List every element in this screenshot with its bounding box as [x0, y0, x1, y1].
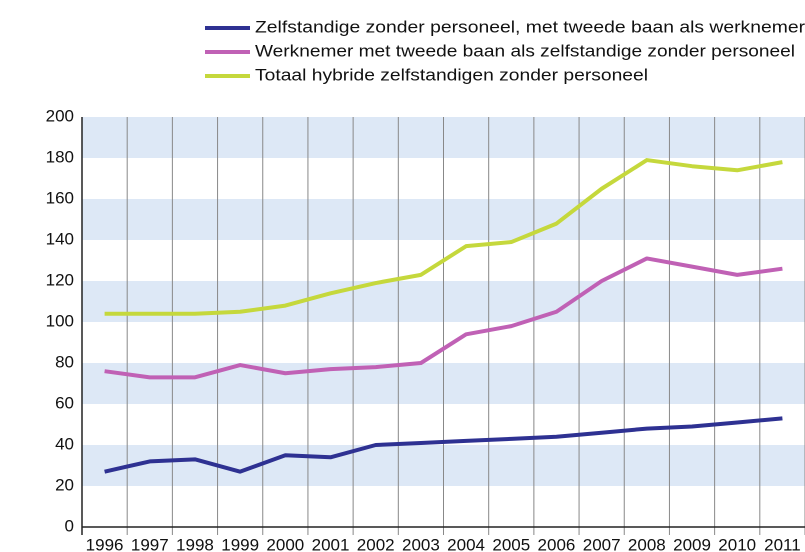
y-tick-label: 160 [46, 188, 74, 207]
x-tick-label: 2009 [673, 535, 711, 552]
legend-label: Werknemer met tweede baan als zelfstandi… [255, 41, 795, 60]
y-tick-label: 60 [55, 393, 74, 412]
legend-label: Zelfstandige zonder personeel, met tweed… [255, 17, 805, 36]
y-tick-label: 200 [46, 106, 74, 125]
series-line [104, 256, 783, 380]
x-tick-label: 1998 [176, 535, 214, 552]
x-tick-label: 2002 [357, 535, 395, 552]
x-tick-label: 2005 [492, 535, 530, 552]
x-tick-label: 2010 [718, 535, 756, 552]
y-tick-label: 120 [46, 270, 74, 289]
x-tick-label: 2007 [583, 535, 621, 552]
y-tick-label: 80 [55, 352, 74, 371]
x-tick-label: 1996 [86, 535, 124, 552]
x-tick-label: 2004 [447, 535, 485, 552]
x-tick-label: 2003 [402, 535, 440, 552]
y-tick-label: 180 [46, 147, 74, 166]
y-tick-label: 100 [46, 311, 74, 330]
x-tick-label: 1997 [131, 535, 169, 552]
x-tick-label: 2000 [266, 535, 304, 552]
x-tick-label: 1999 [221, 535, 259, 552]
series-line [104, 158, 783, 316]
x-tick-label: 2011 [764, 535, 801, 552]
series-line [104, 416, 783, 474]
y-tick-label: 140 [46, 229, 74, 248]
x-tick-label: 2008 [628, 535, 666, 552]
x-tick-label: 2006 [538, 535, 576, 552]
y-tick-label: 40 [55, 434, 74, 453]
legend-label: Totaal hybride zelfstandigen zonder pers… [255, 65, 648, 84]
y-tick-label: 20 [55, 475, 74, 494]
y-tick-label: 0 [65, 516, 74, 535]
x-tick-label: 2001 [312, 535, 350, 552]
